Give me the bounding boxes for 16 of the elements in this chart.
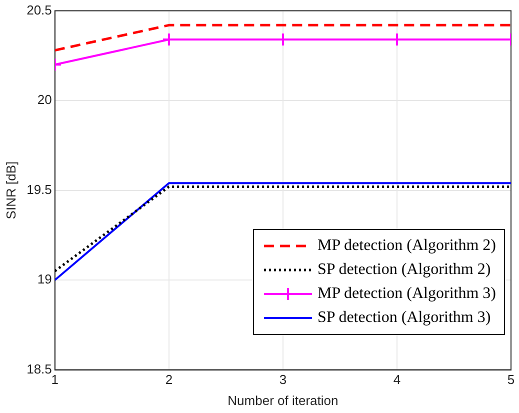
y-tick-label: 19.5 bbox=[26, 182, 52, 197]
y-tick-label: 20.5 bbox=[26, 2, 52, 18]
legend-label: SP detection (Algorithm 2) bbox=[318, 261, 491, 279]
y-tick-label: 20 bbox=[37, 92, 52, 108]
x-tick-label: 4 bbox=[393, 372, 401, 388]
x-tick-label: 3 bbox=[279, 372, 287, 388]
y-tick-label: 19 bbox=[37, 272, 52, 287]
y-tick-label: 18.5 bbox=[26, 361, 52, 376]
x-tick-label: 5 bbox=[507, 372, 515, 388]
x-axis-title: Number of iteration bbox=[228, 392, 338, 408]
x-tick-label: 1 bbox=[51, 372, 59, 388]
legend-label: MP detection (Algorithm 3) bbox=[318, 285, 496, 303]
y-axis-title: SINR [dB] bbox=[3, 161, 18, 220]
legend-label: MP detection (Algorithm 2) bbox=[318, 237, 496, 255]
legend-label: SP detection (Algorithm 3) bbox=[318, 309, 491, 327]
x-tick-label: 2 bbox=[165, 372, 173, 388]
